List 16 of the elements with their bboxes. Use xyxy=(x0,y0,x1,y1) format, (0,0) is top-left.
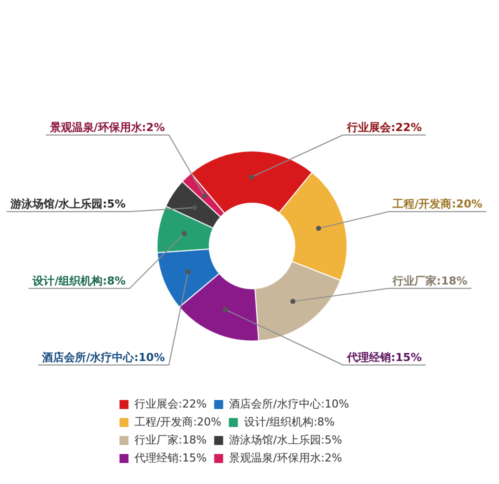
legend-label: 行业厂家:18% xyxy=(134,433,207,446)
legend-label: 代理经销:15% xyxy=(134,451,207,464)
slice-label: 设计/组织机构:8% xyxy=(32,274,126,288)
slice-label: 代理经销:15% xyxy=(346,351,422,364)
legend-label: 行业展会:22% xyxy=(134,397,207,410)
legend-label: 游泳场馆/水上乐园:5% xyxy=(229,433,342,446)
slice-label: 游泳场馆/水上乐园:5% xyxy=(10,198,126,211)
legend-label: 工程/开发商:20% xyxy=(134,415,222,428)
slice-label: 行业展会:22% xyxy=(346,121,422,134)
slice-label: 行业厂家:18% xyxy=(392,274,468,288)
slice-label: 酒店会所/水疗中心:10% xyxy=(41,351,165,364)
legend-label: 景观温泉/环保用水:2% xyxy=(229,451,342,464)
slice-label: 工程/开发商:20% xyxy=(392,198,482,211)
slice-label: 景观温泉/环保用水:2% xyxy=(48,121,165,134)
legend-label: 设计/组织机构:8% xyxy=(244,415,335,428)
legend-label: 酒店会所/水疗中心:10% xyxy=(229,397,350,410)
